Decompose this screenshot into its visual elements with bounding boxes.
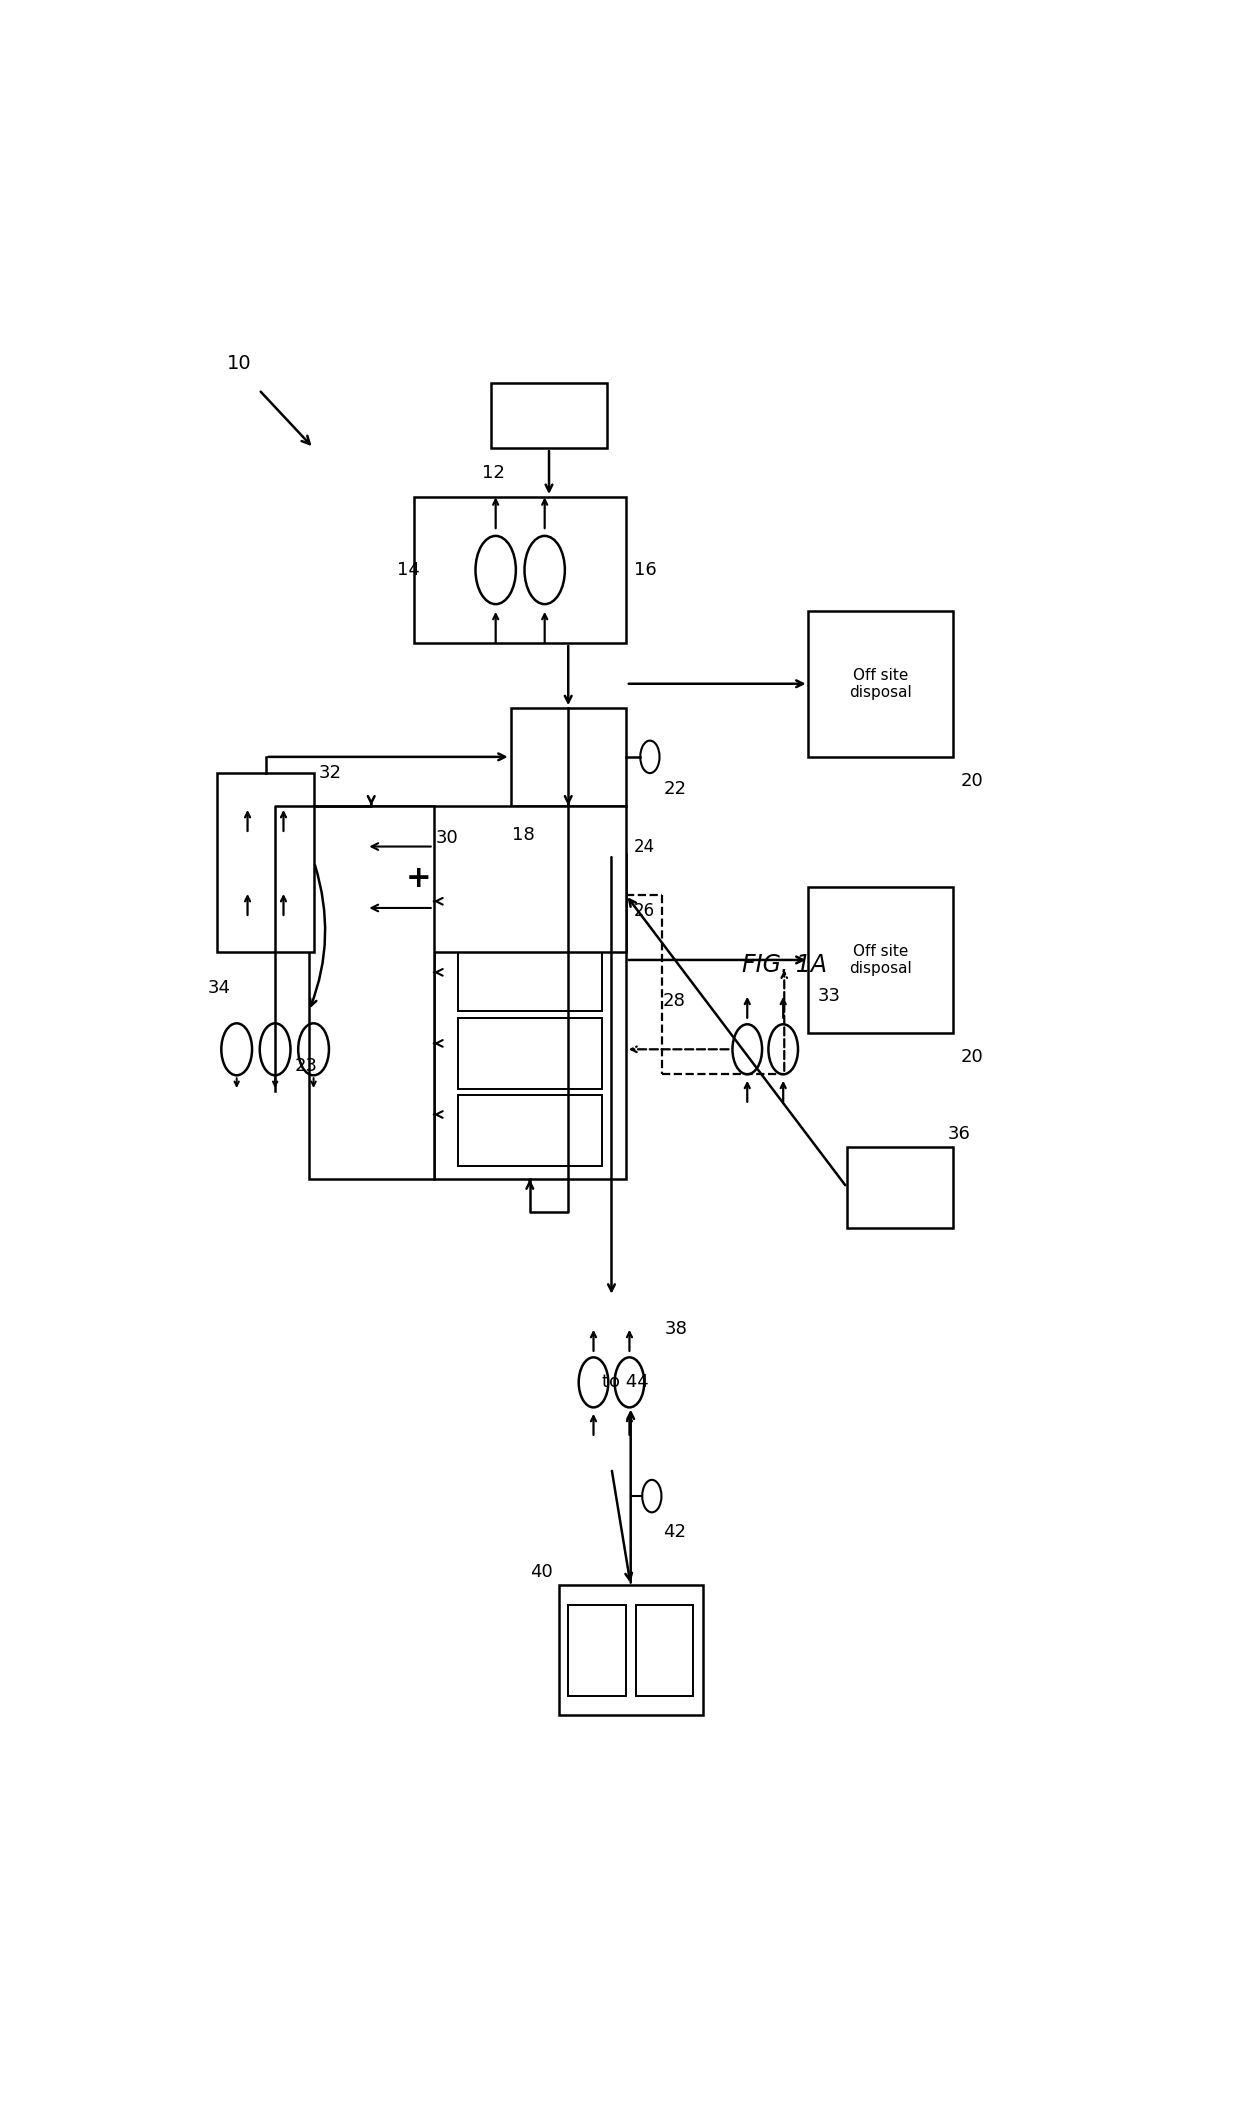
Bar — [635, 1606, 693, 1696]
Bar — [217, 772, 314, 952]
Bar — [568, 1606, 626, 1696]
Text: 20: 20 — [960, 1049, 983, 1066]
Bar — [808, 610, 952, 757]
Text: +: + — [405, 865, 432, 893]
Bar — [511, 709, 626, 806]
Text: Off site
disposal: Off site disposal — [849, 667, 911, 701]
Text: 16: 16 — [634, 561, 656, 578]
Text: 40: 40 — [529, 1564, 553, 1582]
Bar — [558, 1585, 703, 1715]
Text: 33: 33 — [818, 987, 841, 1004]
Text: 42: 42 — [663, 1523, 687, 1540]
Text: 20: 20 — [960, 772, 983, 791]
Bar — [367, 806, 626, 952]
Bar — [491, 384, 606, 447]
Text: 36: 36 — [947, 1125, 971, 1144]
Bar — [458, 863, 601, 933]
Text: 28: 28 — [662, 992, 686, 1009]
Text: 24: 24 — [634, 838, 655, 855]
Text: 18: 18 — [512, 825, 536, 844]
Text: 22: 22 — [663, 781, 687, 798]
Text: 10: 10 — [227, 354, 252, 373]
Bar — [458, 1017, 601, 1089]
Text: 26: 26 — [634, 901, 655, 920]
Text: 23: 23 — [294, 1057, 317, 1074]
Text: to 44: to 44 — [601, 1374, 649, 1390]
Bar — [434, 855, 626, 1179]
Bar — [414, 496, 626, 644]
Text: 12: 12 — [481, 464, 505, 481]
Bar — [808, 886, 952, 1034]
Text: 14: 14 — [397, 561, 420, 578]
Bar — [458, 1095, 601, 1167]
Text: FIG. 1A: FIG. 1A — [742, 954, 827, 977]
Text: 30: 30 — [435, 829, 459, 846]
Text: Off site
disposal: Off site disposal — [849, 943, 911, 977]
Text: 34: 34 — [208, 979, 231, 996]
Text: 32: 32 — [319, 764, 341, 783]
Bar — [309, 806, 434, 1179]
Bar — [847, 1148, 952, 1228]
Bar — [458, 941, 601, 1011]
Text: 38: 38 — [665, 1319, 687, 1338]
